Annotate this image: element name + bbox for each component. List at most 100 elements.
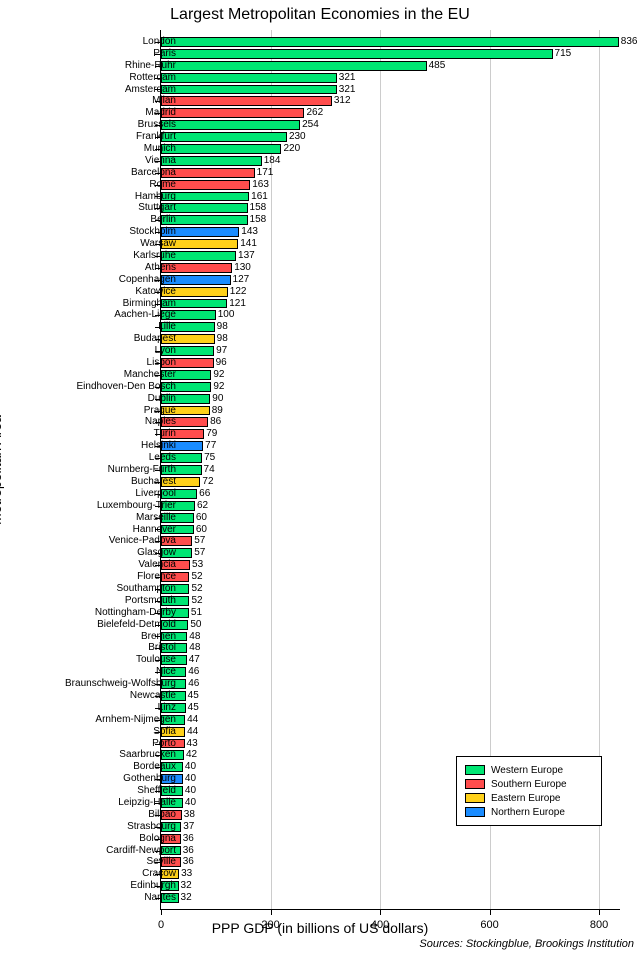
x-axis-label: PPP GDP (in billions of US dollars) (0, 920, 640, 936)
y-tick (155, 898, 160, 899)
y-tick-label: Rotterdam (20, 72, 176, 84)
y-tick-label: Edinburgh (20, 880, 176, 892)
bar-value-label: 40 (185, 797, 196, 809)
y-tick-label: Portsmouth (20, 595, 176, 607)
y-tick-label: Warsaw (20, 238, 176, 250)
bar-value-label: 60 (196, 512, 207, 524)
bar-value-label: 62 (197, 500, 208, 512)
y-tick-label: Berlin (20, 214, 176, 226)
legend-label: Eastern Europe (491, 793, 561, 804)
legend-swatch (465, 779, 485, 789)
bar (161, 120, 300, 130)
y-tick (155, 89, 160, 90)
legend-label: Northern Europe (491, 807, 565, 818)
bar-value-label: 74 (204, 464, 215, 476)
bar-value-label: 171 (257, 167, 274, 179)
bar-value-label: 46 (188, 678, 199, 690)
y-tick-label: Leeds (20, 452, 176, 464)
y-tick-label: Nice (20, 666, 176, 678)
bar (161, 96, 332, 106)
y-tick-label: Paris (20, 48, 176, 60)
bar-value-label: 36 (183, 833, 194, 845)
bar-value-label: 130 (234, 262, 251, 274)
y-tick-label: Bucharest (20, 476, 176, 488)
y-tick (155, 78, 160, 79)
bar-value-label: 48 (189, 631, 200, 643)
bar-value-label: 96 (216, 357, 227, 369)
y-tick (155, 280, 160, 281)
y-tick (155, 803, 160, 804)
y-tick (155, 387, 160, 388)
y-tick (155, 42, 160, 43)
bar (161, 85, 337, 95)
bar-value-label: 40 (185, 773, 196, 785)
y-tick-label: Rhine-Ruhr (20, 60, 176, 72)
y-tick (155, 208, 160, 209)
y-tick (155, 244, 160, 245)
y-tick (155, 696, 160, 697)
y-tick-label: Madrid (20, 107, 176, 119)
y-tick (155, 636, 160, 637)
gridline (380, 30, 381, 909)
y-tick (155, 458, 160, 459)
y-tick-label: Eindhoven-Den Bosch (20, 381, 176, 393)
y-tick-label: Arnhem-Nijmegen (20, 714, 176, 726)
x-tick (271, 909, 272, 915)
bar-value-label: 163 (252, 179, 269, 191)
y-tick (155, 137, 160, 138)
bar-value-label: 52 (191, 595, 202, 607)
y-tick (155, 755, 160, 756)
y-tick-label: Budapest (20, 333, 176, 345)
bar-value-label: 57 (194, 535, 205, 547)
y-tick (155, 827, 160, 828)
source-text: Sources: Stockingblue, Brookings Institu… (419, 938, 634, 950)
y-tick (155, 601, 160, 602)
bar-value-label: 44 (187, 714, 198, 726)
y-tick (155, 363, 160, 364)
bar-value-label: 312 (334, 95, 351, 107)
bar-value-label: 89 (212, 405, 223, 417)
y-tick (155, 446, 160, 447)
bar-value-label: 44 (187, 726, 198, 738)
legend-row: Northern Europe (465, 805, 593, 819)
bar-value-label: 47 (189, 654, 200, 666)
y-tick (155, 791, 160, 792)
y-tick-label: Luxembourg-Trier (20, 500, 176, 512)
y-tick-label: Hamburg (20, 191, 176, 203)
bar (161, 49, 553, 59)
y-tick (155, 268, 160, 269)
y-tick-label: Linz (20, 702, 176, 714)
bar-value-label: 100 (218, 309, 235, 321)
legend: Western EuropeSouthern EuropeEastern Eur… (456, 756, 602, 826)
bar-value-label: 46 (188, 666, 199, 678)
bar-value-label: 52 (191, 583, 202, 595)
y-tick (155, 720, 160, 721)
y-tick-label: Barcelona (20, 167, 176, 179)
bar-value-label: 45 (188, 702, 199, 714)
y-tick-label: Lyon (20, 345, 176, 357)
y-tick (155, 185, 160, 186)
y-tick-label: Gothenburg (20, 773, 176, 785)
bar (161, 132, 287, 142)
bar-value-label: 40 (185, 761, 196, 773)
bar-value-label: 254 (302, 119, 319, 131)
y-tick-label: Saarbrucken (20, 749, 176, 761)
y-tick-label: Helsinki (20, 440, 176, 452)
bar-value-label: 122 (230, 286, 247, 298)
bar-value-label: 158 (250, 214, 267, 226)
y-tick-label: Glasgow (20, 547, 176, 559)
y-tick (155, 862, 160, 863)
bar-value-label: 53 (192, 559, 203, 571)
bar-value-label: 32 (181, 880, 192, 892)
y-tick (155, 660, 160, 661)
y-tick-label: Venice-Padova (20, 535, 176, 547)
y-tick-label: Frankfurt (20, 131, 176, 143)
y-tick (155, 732, 160, 733)
bar-value-label: 141 (240, 238, 257, 250)
y-tick (155, 125, 160, 126)
y-tick-label: Prague (20, 405, 176, 417)
bar-value-label: 184 (264, 155, 281, 167)
y-tick-label: Bristol (20, 642, 176, 654)
bar-value-label: 36 (183, 856, 194, 868)
y-tick-label: Amsterdam (20, 84, 176, 96)
